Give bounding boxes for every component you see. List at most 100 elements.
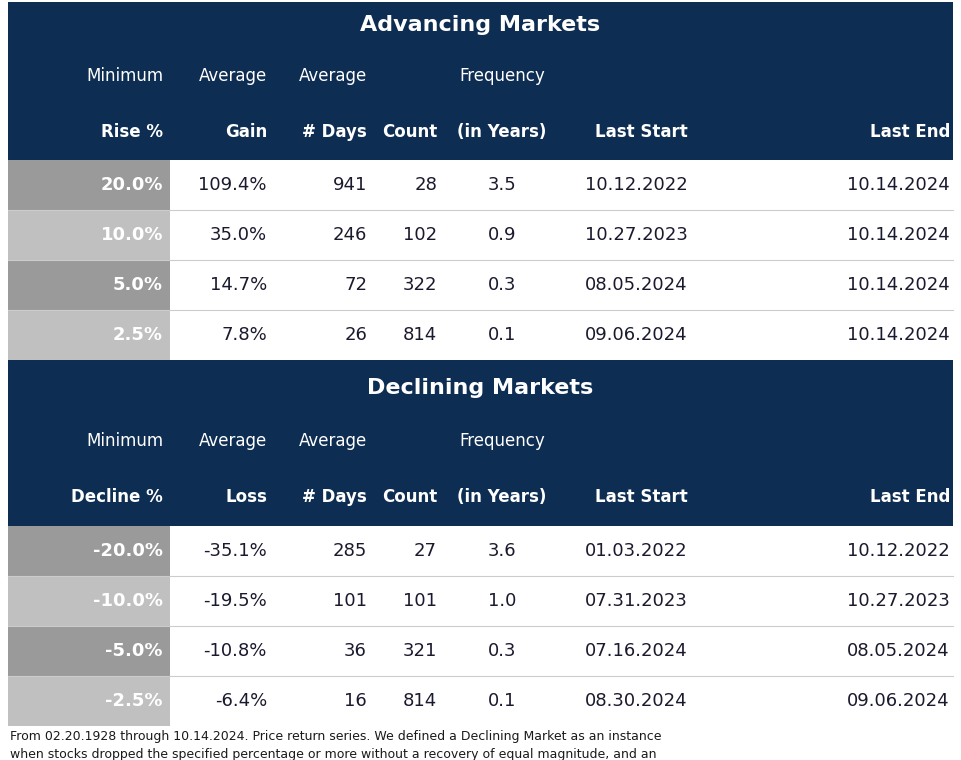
Text: 102: 102 [403, 226, 437, 244]
Text: 08.05.2024: 08.05.2024 [585, 276, 688, 294]
Text: 322: 322 [403, 276, 437, 294]
Bar [8, 676, 953, 726]
Text: 0.3: 0.3 [488, 642, 516, 660]
Text: 10.14.2024: 10.14.2024 [848, 326, 950, 344]
Text: 0.3: 0.3 [488, 276, 516, 294]
Text: 3.6: 3.6 [487, 542, 516, 560]
Text: 07.16.2024: 07.16.2024 [585, 642, 688, 660]
Bar [8, 2, 953, 160]
Bar [8, 210, 170, 260]
Bar [8, 526, 170, 576]
Text: (in Years): (in Years) [457, 123, 547, 141]
Text: 10.14.2024: 10.14.2024 [848, 176, 950, 194]
Text: 0.9: 0.9 [488, 226, 516, 244]
Text: when stocks dropped the specified percentage or more without a recovery of equal: when stocks dropped the specified percen… [10, 748, 656, 760]
Text: 36: 36 [344, 642, 367, 660]
Text: -20.0%: -20.0% [93, 542, 163, 560]
Text: 10.12.2022: 10.12.2022 [585, 176, 688, 194]
Text: -6.4%: -6.4% [214, 692, 267, 710]
Text: Frequency: Frequency [459, 67, 545, 85]
Text: Count: Count [382, 123, 437, 141]
Text: 285: 285 [333, 542, 367, 560]
Text: 0.1: 0.1 [488, 326, 516, 344]
Bar [8, 360, 953, 412]
Text: 10.12.2022: 10.12.2022 [848, 542, 950, 560]
Text: 28: 28 [414, 176, 437, 194]
Text: 321: 321 [403, 642, 437, 660]
Text: Average: Average [199, 432, 267, 449]
Text: Last Start: Last Start [595, 123, 688, 141]
Text: 08.30.2024: 08.30.2024 [585, 692, 688, 710]
Text: Gain: Gain [225, 123, 267, 141]
Text: Rise %: Rise % [101, 123, 163, 141]
Text: Last End: Last End [870, 489, 950, 506]
Text: 2.5%: 2.5% [113, 326, 163, 344]
Bar [8, 260, 953, 310]
Text: -35.1%: -35.1% [203, 542, 267, 560]
Text: Average: Average [299, 432, 367, 449]
Bar [8, 576, 953, 626]
Text: 08.05.2024: 08.05.2024 [848, 642, 950, 660]
Text: Loss: Loss [225, 489, 267, 506]
Text: Advancing Markets: Advancing Markets [360, 15, 601, 35]
Text: -5.0%: -5.0% [106, 642, 163, 660]
Text: 7.8%: 7.8% [221, 326, 267, 344]
Text: 35.0%: 35.0% [209, 226, 267, 244]
Bar [8, 310, 170, 360]
Text: Decline %: Decline % [71, 489, 163, 506]
Text: -10.8%: -10.8% [204, 642, 267, 660]
Bar [8, 365, 953, 526]
Text: 246: 246 [333, 226, 367, 244]
Text: 101: 101 [333, 592, 367, 610]
Text: Last End: Last End [870, 123, 950, 141]
Text: Average: Average [199, 67, 267, 85]
Text: -2.5%: -2.5% [106, 692, 163, 710]
Text: Count: Count [382, 489, 437, 506]
Text: -19.5%: -19.5% [203, 592, 267, 610]
Text: 09.06.2024: 09.06.2024 [585, 326, 688, 344]
Bar [8, 626, 170, 676]
Text: 27: 27 [414, 542, 437, 560]
Text: 1.0: 1.0 [488, 592, 516, 610]
Text: # Days: # Days [303, 123, 367, 141]
Text: 109.4%: 109.4% [199, 176, 267, 194]
Text: 10.27.2023: 10.27.2023 [848, 592, 950, 610]
Bar [8, 626, 953, 676]
Text: 814: 814 [403, 326, 437, 344]
Bar [8, 526, 953, 576]
Text: 07.31.2023: 07.31.2023 [585, 592, 688, 610]
Text: Declining Markets: Declining Markets [367, 378, 594, 398]
Bar [8, 210, 953, 260]
Text: 10.14.2024: 10.14.2024 [848, 226, 950, 244]
Text: 0.1: 0.1 [488, 692, 516, 710]
Text: Frequency: Frequency [459, 432, 545, 449]
Text: 101: 101 [403, 592, 437, 610]
Text: From 02.20.1928 through 10.14.2024. Price return series. We defined a Declining : From 02.20.1928 through 10.14.2024. Pric… [10, 730, 661, 743]
Text: 16: 16 [344, 692, 367, 710]
Bar [8, 260, 170, 310]
Text: Last Start: Last Start [595, 489, 688, 506]
Bar [8, 310, 953, 360]
Text: Minimum: Minimum [86, 67, 163, 85]
Text: 3.5: 3.5 [487, 176, 516, 194]
Text: 5.0%: 5.0% [113, 276, 163, 294]
Text: # Days: # Days [303, 489, 367, 506]
Bar [8, 576, 170, 626]
Text: 814: 814 [403, 692, 437, 710]
Text: 14.7%: 14.7% [209, 276, 267, 294]
Text: 72: 72 [344, 276, 367, 294]
Text: Minimum: Minimum [86, 432, 163, 449]
Bar [8, 160, 170, 210]
Bar [8, 676, 170, 726]
Text: 01.03.2022: 01.03.2022 [585, 542, 688, 560]
Text: 10.14.2024: 10.14.2024 [848, 276, 950, 294]
Text: 10.0%: 10.0% [101, 226, 163, 244]
Text: 26: 26 [344, 326, 367, 344]
Text: 20.0%: 20.0% [101, 176, 163, 194]
Text: -10.0%: -10.0% [93, 592, 163, 610]
Text: Average: Average [299, 67, 367, 85]
Text: 941: 941 [333, 176, 367, 194]
Text: (in Years): (in Years) [457, 489, 547, 506]
Bar [8, 160, 953, 210]
Text: 10.27.2023: 10.27.2023 [585, 226, 688, 244]
